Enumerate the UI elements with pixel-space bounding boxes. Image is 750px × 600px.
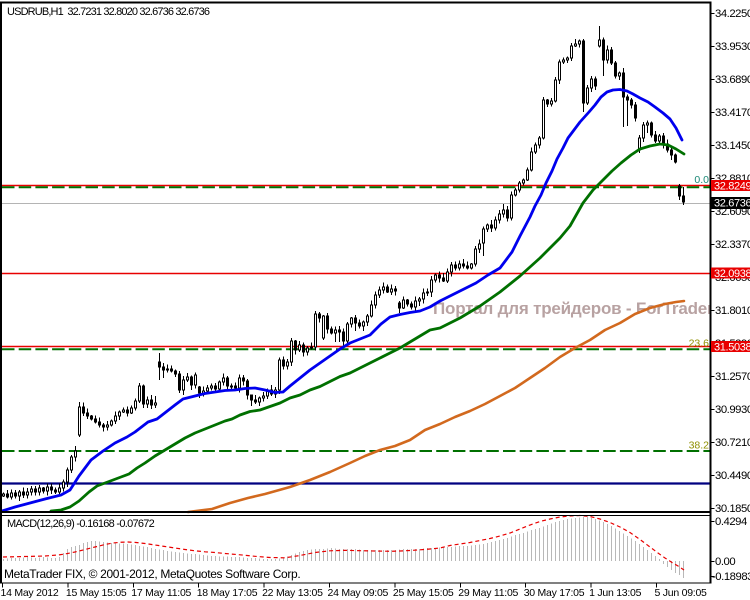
svg-text:0.4294: 0.4294 (715, 516, 747, 528)
svg-text:25 May 15:05: 25 May 15:05 (393, 587, 454, 599)
svg-text:USDRUB,H1 32.7231 32.8020 32.: USDRUB,H1 32.7231 32.8020 32.6736 32.673… (7, 6, 210, 18)
svg-text:33.6890: 33.6890 (715, 74, 750, 86)
svg-text:30 May 17:05: 30 May 17:05 (524, 587, 585, 599)
svg-text:14 May 2012: 14 May 2012 (1, 587, 59, 599)
svg-text:34.2250: 34.2250 (715, 8, 750, 20)
svg-text:0.00: 0.00 (715, 556, 735, 568)
svg-text:17 May 11:05: 17 May 11:05 (131, 587, 191, 599)
svg-text:33.9530: 33.9530 (715, 41, 750, 53)
svg-text:32.3370: 32.3370 (715, 239, 750, 251)
svg-text:32.6736: 32.6736 (714, 198, 750, 210)
svg-text:30.9930: 30.9930 (715, 404, 750, 416)
svg-text:31.5038: 31.5038 (714, 342, 750, 354)
svg-text:23.6: 23.6 (689, 338, 710, 350)
svg-text:31.2570: 31.2570 (715, 371, 750, 383)
svg-text:30.7210: 30.7210 (715, 437, 750, 449)
svg-text:38.2: 38.2 (689, 440, 710, 452)
svg-text:31.8010: 31.8010 (715, 305, 750, 317)
svg-text:30.1850: 30.1850 (715, 503, 750, 515)
svg-text:Портал для трейдеров - ForTrad: Портал для трейдеров - ForTrader.ru (433, 299, 734, 318)
svg-text:5 Jun 09:05: 5 Jun 09:05 (655, 587, 708, 599)
svg-text:24 May 09:05: 24 May 09:05 (328, 587, 389, 599)
svg-text:22 May 13:05: 22 May 13:05 (262, 587, 323, 599)
svg-text:1 Jun 13:05: 1 Jun 13:05 (589, 587, 642, 599)
svg-text:33.4170: 33.4170 (715, 107, 750, 119)
svg-text:MetaTrader FIX, © 2001-2012, M: MetaTrader FIX, © 2001-2012, MetaQuotes … (4, 567, 300, 581)
svg-text:29 May 11:05: 29 May 11:05 (458, 587, 518, 599)
svg-text:32.0938: 32.0938 (714, 268, 750, 280)
svg-text:32.8249: 32.8249 (714, 181, 750, 193)
svg-text:30.4490: 30.4490 (715, 470, 750, 482)
svg-text:18 May 17:05: 18 May 17:05 (197, 587, 258, 599)
svg-text:-0.18983: -0.18983 (712, 571, 750, 583)
svg-text:0.0: 0.0 (694, 174, 709, 186)
svg-text:33.1450: 33.1450 (715, 140, 750, 152)
svg-text:15 May 15:05: 15 May 15:05 (66, 587, 127, 599)
svg-text:MACD(12,26,9) -0.16168 -0.0767: MACD(12,26,9) -0.16168 -0.07672 (7, 518, 155, 530)
